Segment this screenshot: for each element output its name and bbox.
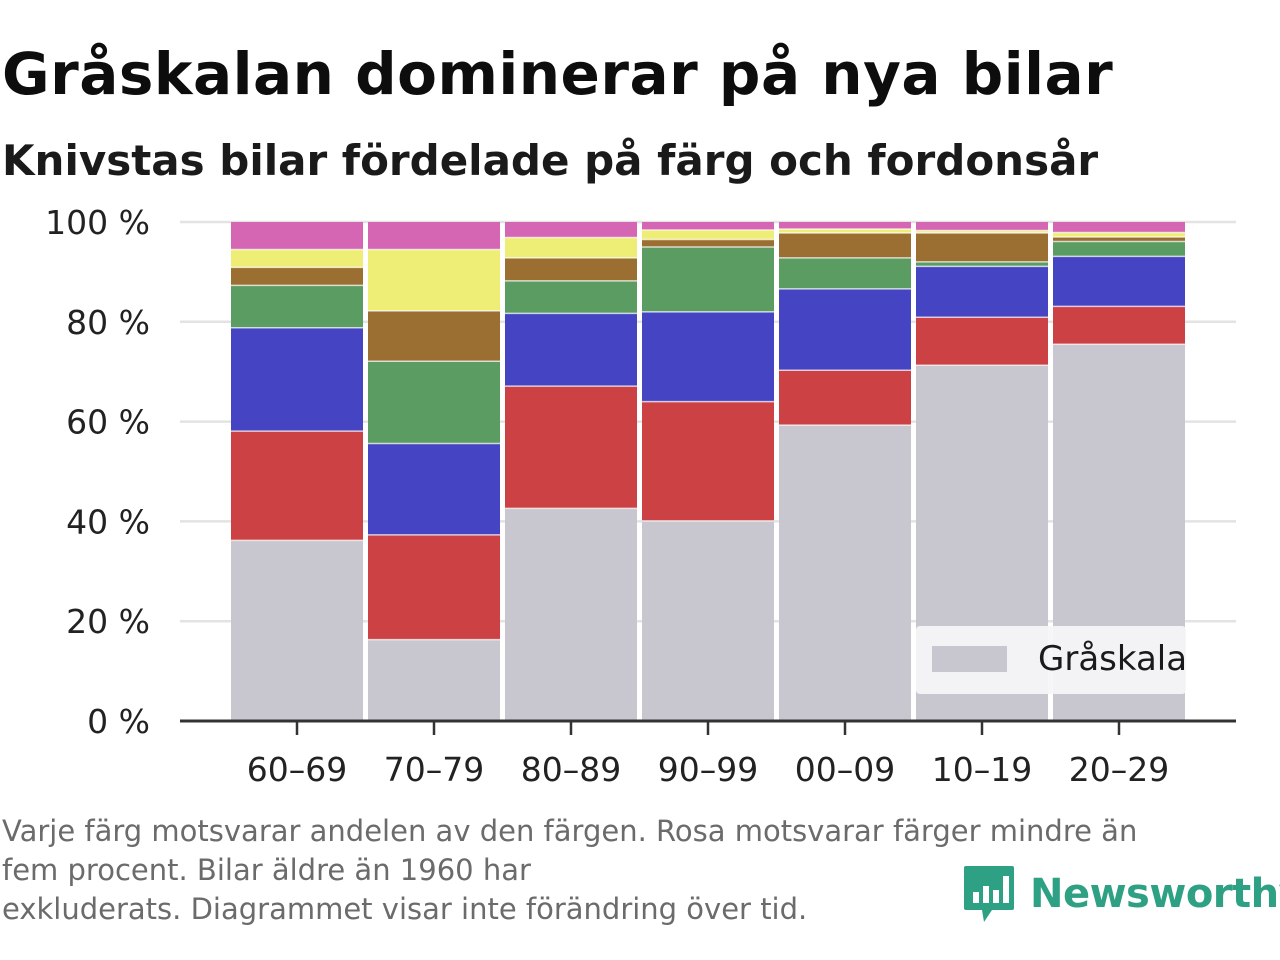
bar-segment [916, 261, 1048, 267]
bar-segment [642, 311, 774, 402]
footnote-line-3: exkluderats. Diagrammet visar inte förän… [2, 892, 808, 926]
chart-title: Gråskalan dominerar på nya bilar [2, 40, 1114, 108]
x-tick-label: 80–89 [521, 750, 621, 789]
x-tick-label: 00–09 [795, 750, 895, 789]
legend-swatch [932, 646, 1007, 672]
footnote-line-1: Varje färg motsvarar andelen av den färg… [2, 814, 1138, 848]
bar-segment [505, 237, 637, 258]
legend-label: Gråskala [1038, 639, 1187, 679]
bar-segment [779, 228, 911, 233]
legend-box [916, 626, 1186, 694]
bar-segment [231, 285, 363, 328]
bar-segment [231, 249, 363, 268]
bar-segment [368, 222, 500, 250]
bar-segment [642, 246, 774, 312]
bar-segment [505, 257, 637, 281]
bar-segment [779, 370, 911, 426]
bar-segment [368, 249, 500, 311]
bar-segment [231, 222, 363, 250]
bar-segment [642, 222, 774, 230]
bar-segment [505, 313, 637, 387]
brand-logo: Newsworthy [962, 862, 1280, 926]
bar-segment [231, 431, 363, 541]
y-tick-label: 40 % [66, 502, 150, 541]
bar-segment [779, 425, 911, 721]
bar-segment [505, 222, 637, 238]
bar-segment [505, 508, 637, 721]
bar-segment [642, 520, 774, 721]
bar-segment [779, 257, 911, 289]
bar-segment [916, 222, 1048, 231]
bar-segment [1053, 256, 1185, 307]
bar-segment [368, 310, 500, 362]
bar-segment [505, 280, 637, 314]
y-tick-label: 60 % [66, 403, 150, 442]
footnote-line-2: fem procent. Bilar äldre än 1960 har [2, 853, 531, 887]
bar-segment [779, 232, 911, 258]
brand-name: Newsworthy [1030, 871, 1280, 917]
stacked-bar-chart: 0 % 20 % 40 % 60 % 80 % 100 % 60–69 70–79 80–89 9… [45, 203, 1236, 789]
bar-segment [368, 639, 500, 721]
bar-segment [642, 239, 774, 247]
bar-segment [1053, 306, 1185, 345]
y-tick-label: 100 % [45, 203, 150, 242]
bar-segment [642, 229, 774, 240]
bar-segment [916, 317, 1048, 366]
bar-segment [368, 534, 500, 640]
bar-segment [916, 232, 1048, 262]
bar-segment [1053, 241, 1185, 257]
bar-segment [505, 386, 637, 509]
bar-segment [1053, 236, 1185, 242]
bar-segment [779, 288, 911, 371]
bar-segment [1053, 232, 1185, 237]
x-tick-label: 20–29 [1069, 750, 1169, 789]
bar-segment [231, 540, 363, 721]
bar-segment [1053, 222, 1185, 233]
chart-subtitle: Knivstas bilar fördelade på färg och for… [2, 136, 1099, 185]
bar-segment [368, 443, 500, 535]
y-tick-label: 0 % [87, 702, 150, 741]
bar-segment [916, 266, 1048, 318]
bar-chart-logo-icon [964, 866, 1014, 922]
footnote: Varje färg motsvarar andelen av den färg… [2, 812, 1252, 929]
x-tick-label: 60–69 [247, 750, 347, 789]
bar-segment [642, 401, 774, 521]
y-tick-label: 20 % [66, 602, 150, 641]
x-tick-label: 10–19 [932, 750, 1032, 789]
x-tick-label: 90–99 [658, 750, 758, 789]
bar-segment [368, 361, 500, 444]
bar-segment [231, 267, 363, 286]
bar-segment [916, 230, 1048, 233]
bar-segment [231, 327, 363, 432]
x-tick-label: 70–79 [384, 750, 484, 789]
y-tick-label: 80 % [66, 303, 150, 342]
bar-segment [779, 222, 911, 229]
